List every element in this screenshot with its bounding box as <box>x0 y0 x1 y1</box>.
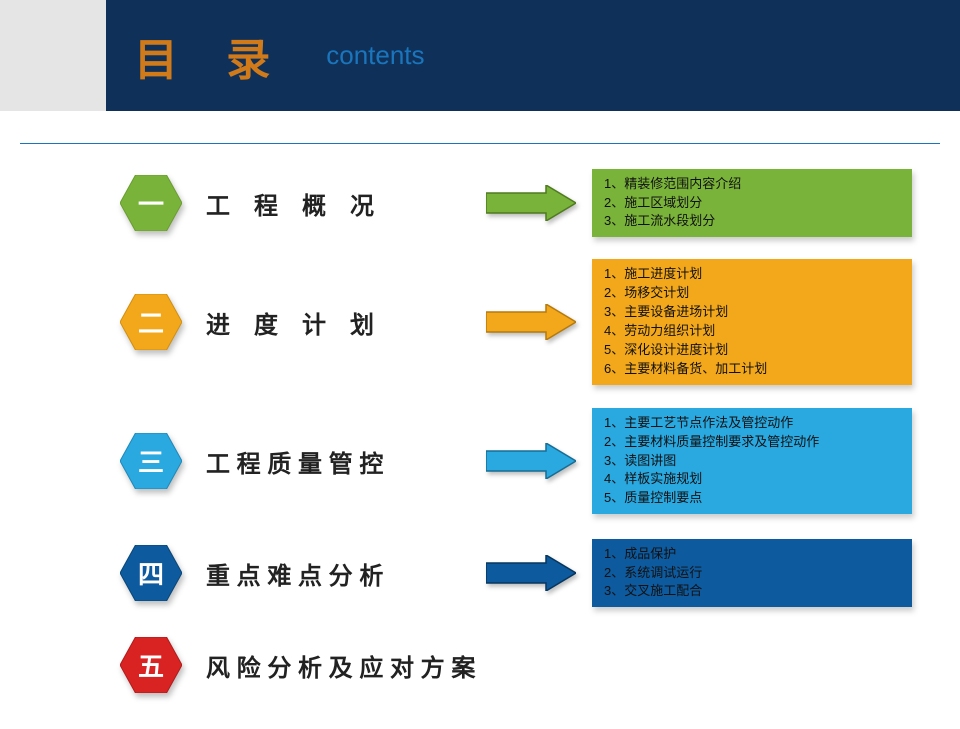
section-title-1: 工 程 概 况 <box>206 186 476 221</box>
detail-line: 2、系统调试运行 <box>604 564 900 583</box>
detail-line: 1、精装修范围内容介绍 <box>604 175 900 194</box>
detail-line: 4、样板实施规划 <box>604 470 900 489</box>
detail-line: 1、施工进度计划 <box>604 265 900 284</box>
hexagon-label-1: 一 <box>138 185 164 222</box>
arrow-icon <box>486 304 576 340</box>
section-row-2: 二 进 度 计 划 1、施工进度计划2、场移交计划3、主要设备进场计划4、劳动力… <box>0 267 960 377</box>
detail-line: 3、施工流水段划分 <box>604 212 900 231</box>
detail-line: 6、主要材料备货、加工计划 <box>604 360 900 379</box>
detail-line: 5、质量控制要点 <box>604 489 900 508</box>
detail-box-1: 1、精装修范围内容介绍2、施工区域划分3、施工流水段划分 <box>592 169 912 238</box>
arrow-icon <box>486 555 576 591</box>
arrow-2 <box>486 304 576 340</box>
section-row-3: 三 工 程 质 量 管 控 1、主要工艺节点作法及管控动作2、主要材料质量控制要… <box>0 413 960 509</box>
detail-box-2: 1、施工进度计划2、场移交计划3、主要设备进场计划4、劳动力组织计划5、深化设计… <box>592 259 912 384</box>
hexagon-label-5: 五 <box>138 647 164 684</box>
arrow-icon <box>486 185 576 221</box>
arrow-4 <box>486 555 576 591</box>
detail-line: 3、交叉施工配合 <box>604 582 900 601</box>
detail-line: 2、主要材料质量控制要求及管控动作 <box>604 433 900 452</box>
detail-line: 3、读图讲图 <box>604 452 900 471</box>
hexagon-3: 三 <box>120 433 182 489</box>
title-chinese: 目 录 <box>134 24 288 88</box>
arrow-icon <box>486 443 576 479</box>
hexagon-label-2: 二 <box>138 304 164 341</box>
detail-line: 5、深化设计进度计划 <box>604 341 900 360</box>
detail-line: 2、场移交计划 <box>604 284 900 303</box>
section-title-2: 进 度 计 划 <box>206 305 476 340</box>
detail-line: 2、施工区域划分 <box>604 194 900 213</box>
header-navy-block: 目 录 contents <box>106 0 960 111</box>
horizontal-divider <box>20 143 940 144</box>
hexagon-label-3: 三 <box>138 443 164 480</box>
hexagon-4: 四 <box>120 545 182 601</box>
detail-line: 1、成品保护 <box>604 545 900 564</box>
hexagon-label-4: 四 <box>138 555 164 592</box>
section-title-3: 工 程 质 量 管 控 <box>206 444 476 479</box>
section-row-1: 一 工 程 概 况 1、精装修范围内容介绍2、施工区域划分3、施工流水段划分 <box>0 175 960 231</box>
detail-box-3: 1、主要工艺节点作法及管控动作2、主要材料质量控制要求及管控动作3、读图讲图4、… <box>592 408 912 514</box>
hexagon-5: 五 <box>120 637 182 693</box>
title-english: contents <box>326 40 424 71</box>
section-title-4: 重 点 难 点 分 析 <box>206 556 476 591</box>
section-row-5: 五 风 险 分 析 及 应 对 方 案 <box>0 637 960 693</box>
hexagon-1: 一 <box>120 175 182 231</box>
detail-line: 1、主要工艺节点作法及管控动作 <box>604 414 900 433</box>
contents-list: 一 工 程 概 况 1、精装修范围内容介绍2、施工区域划分3、施工流水段划分 二… <box>0 175 960 729</box>
header-band: 目 录 contents <box>0 0 960 111</box>
arrow-3 <box>486 443 576 479</box>
section-row-4: 四 重 点 难 点 分 析 1、成品保护2、系统调试运行3、交叉施工配合 <box>0 545 960 601</box>
detail-line: 3、主要设备进场计划 <box>604 303 900 322</box>
detail-line: 4、劳动力组织计划 <box>604 322 900 341</box>
header-gray-block <box>0 0 106 111</box>
arrow-1 <box>486 185 576 221</box>
detail-box-4: 1、成品保护2、系统调试运行3、交叉施工配合 <box>592 539 912 608</box>
hexagon-2: 二 <box>120 294 182 350</box>
section-title-5: 风 险 分 析 及 应 对 方 案 <box>206 648 475 683</box>
